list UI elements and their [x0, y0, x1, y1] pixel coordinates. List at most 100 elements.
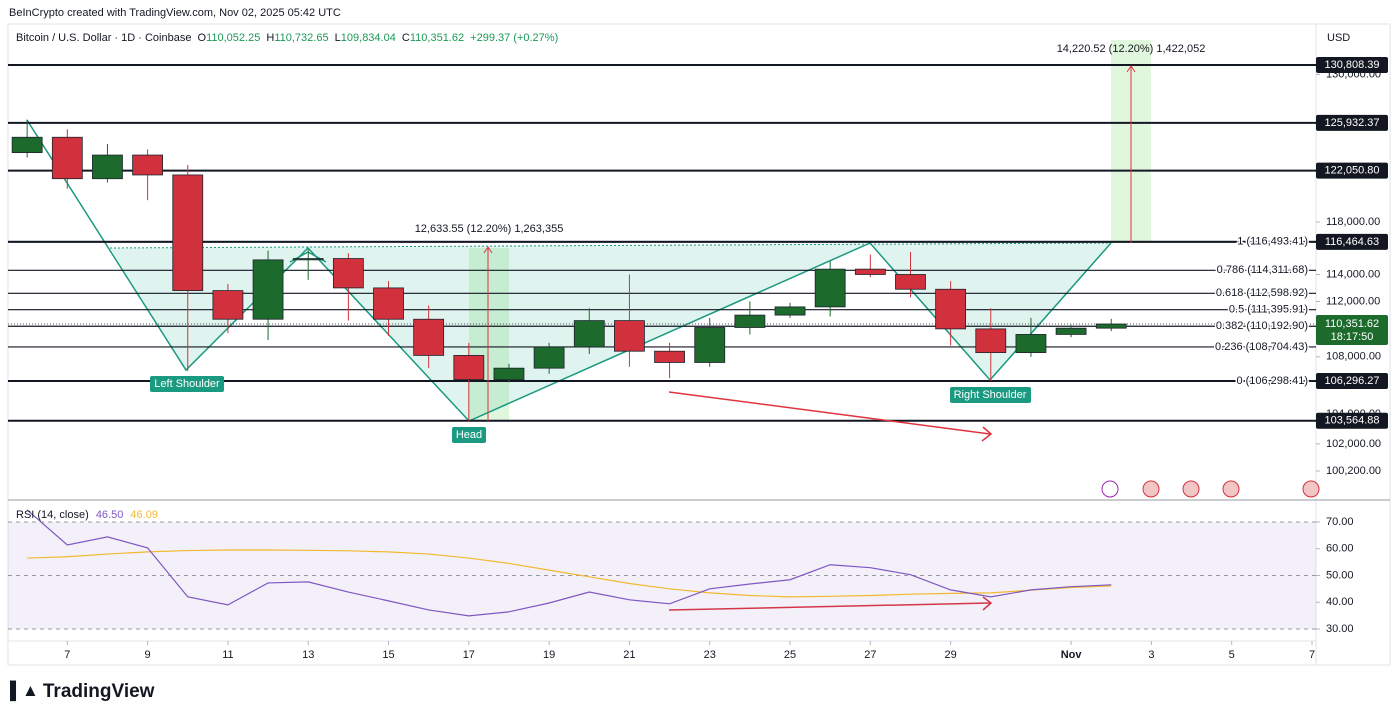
event-icon[interactable] [1182, 480, 1200, 498]
rsi-name: RSI (14, close) [16, 509, 89, 521]
price-label: 122,050.80 [1324, 164, 1379, 176]
x-tick-label: 25 [784, 649, 796, 661]
x-tick-label: 7 [64, 649, 70, 661]
ohlc-value: 110,351.62 [410, 32, 464, 44]
price-label-box [1316, 412, 1388, 429]
countdown: 18:17:50 [1331, 331, 1374, 343]
candle-body [1055, 327, 1087, 335]
candle-body [453, 355, 485, 380]
y-tick-label: 60.00 [1326, 543, 1354, 555]
arrow-head [483, 246, 493, 254]
x-tick-label: 5 [1229, 649, 1235, 661]
x-tick-label: 15 [382, 649, 394, 661]
candle-body [252, 259, 284, 320]
event-icon[interactable] [1142, 480, 1160, 498]
y-tick-label: 102,000.00 [1326, 438, 1381, 450]
candle-body [935, 288, 967, 330]
rsi-ma-value: 46.09 [130, 509, 158, 521]
event-icon[interactable] [1222, 480, 1240, 498]
candle-body [734, 314, 766, 328]
rsi-line [26, 509, 1112, 617]
fib-label: 0 (106,298.41) [1236, 375, 1308, 387]
measure-box [469, 248, 509, 421]
frame [7, 23, 1391, 666]
y-tick-label: 70.00 [1326, 516, 1354, 528]
candle-body [11, 136, 43, 153]
candle-body [132, 154, 164, 176]
axes: 130,000.00118,000.00114,000.00112,000.00… [64, 57, 1388, 661]
fib-label: 0.382 (110,192.90) [1216, 320, 1308, 332]
y-tick-label: 50.00 [1326, 569, 1354, 581]
price-label-box [1316, 57, 1388, 74]
ohlc-key: O [198, 32, 207, 44]
candle-body [614, 320, 645, 352]
x-tick-label: 7 [1309, 649, 1315, 661]
pattern-label: Head [456, 429, 482, 441]
ohlc-value: 109,834.04 [341, 32, 396, 44]
price-label-box [1316, 373, 1388, 390]
price-label-box [1316, 114, 1388, 131]
price-label-box [1316, 233, 1388, 250]
y-tick-label: 30.00 [1326, 623, 1354, 635]
rsi-title: RSI (14, close) 46.50 46.09 [16, 509, 158, 521]
x-tick-label: Nov [1061, 649, 1083, 661]
divergence-arrow [668, 602, 991, 611]
price-label: 116,464.63 [1325, 236, 1379, 248]
ohlc-value: 110,052.25 [206, 32, 260, 44]
divergence-arrow [668, 391, 991, 435]
x-tick-label: 11 [222, 649, 233, 661]
candle-body [854, 268, 886, 275]
fib-label: 0.618 (112,598.92) [1216, 287, 1308, 299]
event-icon[interactable] [1101, 480, 1119, 498]
x-tick-label: 3 [1148, 649, 1154, 661]
y-tick-label: 118,000.00 [1326, 216, 1380, 228]
x-tick-label: 27 [864, 649, 876, 661]
label-box [452, 427, 486, 443]
rsi-band [8, 521, 1316, 629]
ohlc-key: C [402, 32, 410, 44]
fib-label: 0.786 (114,311.68) [1217, 264, 1308, 276]
rsi-ma-line [27, 549, 1112, 598]
event-icon[interactable] [1302, 480, 1320, 498]
y-tick-label: 114,000.00 [1326, 268, 1380, 280]
x-tick-label: 17 [463, 649, 475, 661]
pattern-label: Left Shoulder [154, 378, 220, 390]
fib-label: 1 (116,493.41) [1237, 235, 1308, 247]
candle-body [895, 274, 926, 290]
neckline [109, 242, 1112, 249]
candle-body [1095, 323, 1127, 329]
candle-body [654, 350, 685, 363]
pattern-label: Right Shoulder [954, 389, 1027, 401]
measure-label: 12,633.55 (12.20%) 1,263,355 [415, 223, 564, 235]
measure-label: 14,220.52 (12.20%) 1,422,052 [1057, 43, 1206, 55]
candle-body [51, 136, 83, 180]
arrow-head [981, 426, 993, 442]
candle-body [332, 258, 364, 289]
price-pane [8, 64, 1316, 422]
candle-body [172, 174, 204, 292]
y-tick-label: 40.00 [1326, 596, 1354, 608]
label-box [950, 387, 1031, 403]
rsi-pane [8, 509, 1316, 630]
candle-body [92, 154, 123, 180]
candle-body [212, 290, 244, 320]
candle-body [533, 346, 565, 369]
price-label: 125,932.37 [1324, 117, 1379, 129]
candle-body [694, 327, 726, 363]
y-tick-label: 112,000.00 [1326, 295, 1380, 307]
arrow-head [982, 596, 993, 611]
overlay: 12,633.55 (12.20%) 1,263,355 14,220.52 (… [150, 43, 1320, 611]
candle-body [413, 318, 445, 356]
x-tick-label: 21 [623, 649, 635, 661]
currency: USD [1327, 32, 1350, 44]
last-price-label: 110,351.62 [1325, 318, 1379, 330]
price-label: 106,296.27 [1324, 375, 1379, 387]
ohlc-value: 110,732.65 [274, 32, 328, 44]
candle-body [292, 258, 324, 261]
candle-body [1015, 334, 1047, 354]
logo-mark: ▌▲ [10, 680, 39, 702]
candle-body [975, 328, 1007, 354]
candle-body [493, 367, 525, 380]
x-tick-label: 9 [145, 649, 151, 661]
